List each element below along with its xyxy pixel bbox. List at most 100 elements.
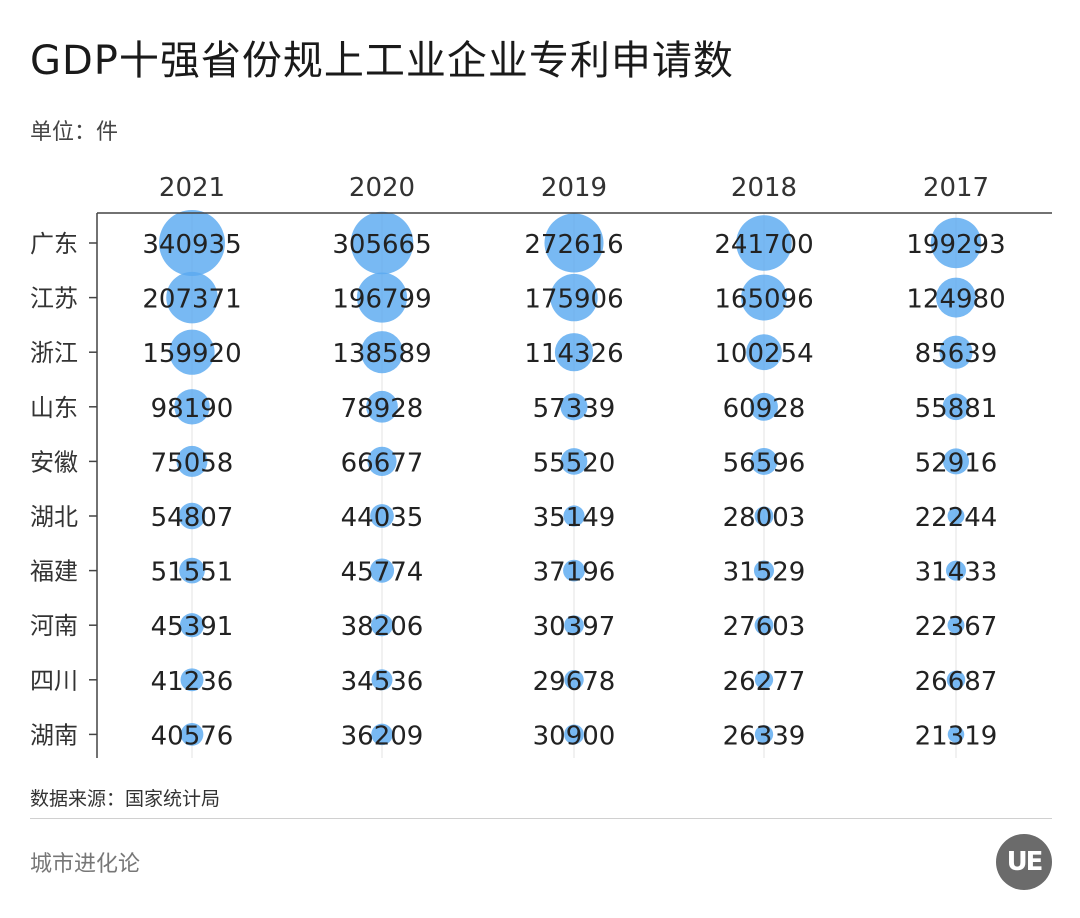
province-label-安徽: 安徽	[30, 448, 78, 476]
province-label-四川: 四川	[30, 667, 78, 695]
value-label-河南-2017: 22367	[915, 612, 998, 642]
bubble-湖南-2018	[754, 725, 774, 744]
value-label-湖南-2017: 21319	[915, 721, 998, 751]
bubble-浙江-2018	[746, 334, 782, 371]
bubble-浙江-2020	[360, 331, 404, 374]
bubble-湖南-2020	[371, 723, 393, 746]
bubble-安徽-2020	[367, 446, 397, 476]
province-label-福建: 福建	[30, 558, 78, 586]
bubble-河南-2017	[947, 616, 965, 634]
bubble-四川-2018	[754, 670, 774, 689]
value-label-江苏-2019: 175906	[524, 285, 623, 315]
value-label-山东-2020: 78928	[341, 394, 424, 424]
bubble-安徽-2017	[943, 448, 969, 475]
bubble-安徽-2018	[750, 447, 778, 475]
value-label-湖南-2019: 30900	[533, 721, 616, 751]
axes-layer	[89, 212, 1052, 758]
value-label-福建-2019: 37196	[533, 558, 616, 588]
bubble-浙江-2017	[939, 335, 973, 369]
value-label-四川-2018: 26277	[723, 667, 806, 697]
bubble-河南-2019	[564, 615, 584, 636]
bubble-福建-2018	[753, 560, 775, 581]
bubble-安徽-2019	[560, 448, 588, 475]
value-label-河南-2020: 38206	[341, 612, 424, 642]
value-label-山东-2021: 98190	[151, 394, 234, 424]
unit-label: 单位：件	[30, 120, 119, 145]
year-label-2021: 2021	[159, 173, 225, 203]
bubble-山东-2018	[750, 392, 778, 421]
province-label-湖北: 湖北	[30, 503, 78, 531]
bubble-广东-2018	[736, 215, 792, 271]
value-label-广东-2020: 305665	[332, 230, 431, 260]
bubble-湖南-2017	[947, 726, 965, 743]
value-label-山东-2019: 57339	[533, 394, 616, 424]
value-label-广东-2019: 272616	[524, 230, 623, 260]
bubbles-layer	[159, 210, 982, 746]
bubble-山东-2017	[942, 393, 970, 421]
value-label-湖南-2018: 26339	[723, 721, 806, 751]
bubble-四川-2021	[180, 668, 204, 692]
year-label-2018: 2018	[731, 173, 797, 203]
bubble-湖南-2019	[564, 724, 584, 745]
year-label-2019: 2019	[541, 173, 607, 203]
value-label-四川-2020: 34536	[341, 667, 424, 697]
bubble-福建-2017	[945, 560, 967, 581]
bubble-浙江-2021	[169, 329, 215, 375]
bubble-江苏-2021	[166, 271, 218, 324]
value-label-浙江-2017: 85639	[915, 339, 998, 369]
bubble-山东-2021	[174, 389, 210, 425]
value-label-安徽-2019: 55520	[533, 448, 616, 478]
brand-logo: UE	[996, 834, 1052, 890]
bubble-湖北-2021	[178, 502, 206, 530]
value-label-安徽-2020: 66677	[341, 448, 424, 478]
value-label-安徽-2021: 75058	[151, 448, 234, 478]
chart-title: GDP十强省份规上工业企业专利申请数	[30, 38, 734, 84]
bubble-四川-2020	[371, 669, 393, 691]
bubble-浙江-2019	[554, 333, 594, 372]
value-label-山东-2018: 60928	[723, 394, 806, 424]
value-label-四川-2019: 29678	[533, 667, 616, 697]
value-label-广东-2021: 340935	[142, 230, 241, 260]
value-label-浙江-2021: 159920	[142, 339, 241, 369]
bubble-广东-2017	[930, 217, 982, 269]
bubble-江苏-2018	[741, 274, 787, 321]
year-label-2020: 2020	[349, 173, 415, 203]
bubble-江苏-2019	[550, 273, 598, 322]
brand-name: 城市进化论	[30, 852, 141, 877]
bubble-湖北-2020	[370, 504, 394, 528]
value-label-浙江-2019: 114326	[524, 339, 623, 369]
bubble-广东-2021	[159, 210, 225, 276]
value-label-四川-2021: 41236	[151, 667, 234, 697]
bubble-安徽-2021	[176, 445, 208, 477]
value-label-安徽-2018: 56596	[723, 448, 806, 478]
value-label-福建-2018: 31529	[723, 558, 806, 588]
value-label-江苏-2020: 196799	[332, 285, 431, 315]
value-label-湖南-2021: 40576	[151, 721, 234, 751]
value-label-江苏-2017: 124980	[906, 285, 1005, 315]
value-label-江苏-2018: 165096	[714, 285, 813, 315]
bubble-山东-2019	[560, 393, 588, 421]
value-label-福建-2017: 31433	[915, 558, 998, 588]
footer-divider	[30, 818, 1052, 819]
bubble-广东-2019	[544, 213, 604, 273]
bubble-四川-2019	[564, 670, 584, 690]
bubble-江苏-2017	[936, 277, 976, 318]
value-label-湖北-2020: 44035	[341, 503, 424, 533]
labels-layer: 2021 2020 2019 2018 2017 广东 340935 305665 272616…	[30, 173, 1006, 751]
bubble-河南-2018	[754, 615, 774, 635]
province-label-河南: 河南	[30, 612, 78, 640]
bubble-山东-2020	[366, 390, 398, 423]
bubble-广东-2020	[350, 211, 414, 275]
value-label-福建-2020: 45774	[341, 558, 424, 588]
value-label-河南-2021: 45391	[151, 612, 234, 642]
province-label-江苏: 江苏	[30, 285, 78, 313]
value-label-湖北-2017: 22244	[915, 503, 998, 533]
value-label-浙江-2018: 100254	[714, 339, 813, 369]
value-label-安徽-2017: 52916	[915, 448, 998, 478]
province-label-山东: 山东	[30, 394, 78, 422]
value-label-广东-2018: 241700	[714, 230, 813, 260]
value-label-湖北-2019: 35149	[533, 503, 616, 533]
value-label-河南-2019: 30397	[533, 612, 616, 642]
value-label-四川-2017: 26687	[915, 667, 998, 697]
bubble-福建-2021	[179, 557, 205, 584]
